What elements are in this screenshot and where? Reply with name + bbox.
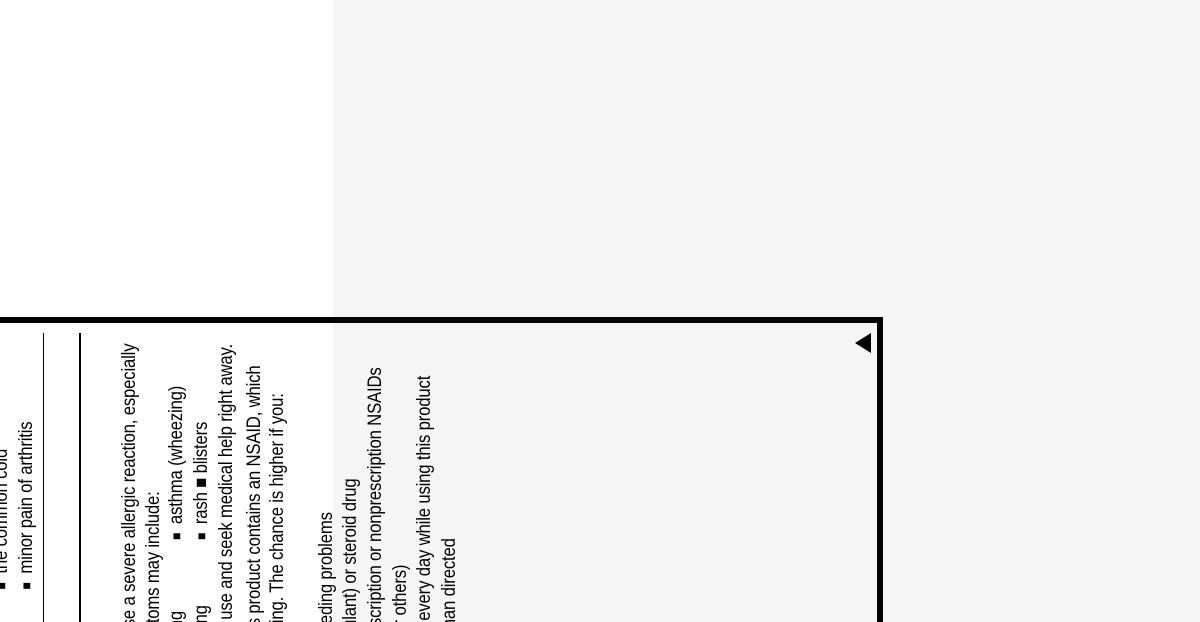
allergy-tail: If an allergic reaction occurs, stop use… <box>215 333 239 622</box>
rotated-label: Drug Facts Active ingredient (in each ca… <box>0 0 333 622</box>
list-item: take other drugs containing prescription… <box>364 333 413 622</box>
uses-col-1: toothachemenstrual crampsmuscular aches <box>0 611 39 622</box>
symptoms-col-3: asthma (wheezing)rash ■ blisters <box>165 333 214 540</box>
uses-fever-list: temporarily reduces fever <box>48 333 73 622</box>
list-item: rash ■ blisters <box>190 333 215 540</box>
uses-col-2: headachebackachethe common coldminor pai… <box>0 333 39 589</box>
list-item: skin reddening <box>190 552 215 622</box>
stomach-warning: Stomach bleeding warning: This product c… <box>243 333 291 622</box>
list-item: are age 60 or older <box>290 333 315 622</box>
symptoms-columns: hivesshock facial swellingskin reddening… <box>165 333 214 622</box>
list-item: have had stomach ulcers or bleeding prob… <box>315 333 340 622</box>
uses-fever: temporarily reduces fever <box>48 333 73 622</box>
uses-columns: toothachemenstrual crampsmuscular aches … <box>0 333 39 622</box>
hairline <box>43 333 44 622</box>
symptoms-col-2: facial swellingskin reddening <box>165 552 214 622</box>
divider <box>79 333 81 622</box>
list-item: muscular aches <box>0 611 15 622</box>
stomach-text: This product contains an NSAID, which ma… <box>244 365 289 622</box>
list-item: take a blood thinning (anticoagulant) or… <box>339 333 364 622</box>
allergy-alert: Allergy alert: Ibuprofen may cause a sev… <box>118 333 166 622</box>
warnings-heading: Warnings <box>87 376 118 622</box>
list-item: have 3 or more alcoholic drinks every da… <box>413 333 438 622</box>
stomach-list: are age 60 or olderhave had stomach ulce… <box>290 333 463 622</box>
list-item: minor pain of arthritis <box>15 333 40 589</box>
continue-triangle-icon <box>855 333 871 353</box>
list-item: asthma (wheezing) <box>165 333 190 540</box>
list-item: the common cold <box>0 333 15 589</box>
list-item: facial swelling <box>165 552 190 622</box>
viewport: Drug Facts Active ingredient (in each ca… <box>0 0 1200 622</box>
drug-facts-panel: Drug Facts Active ingredient (in each ca… <box>0 317 883 622</box>
list-item: take more or for a longer time than dire… <box>438 333 463 622</box>
allergy-text: Ibuprofen may cause a severe allergic re… <box>119 344 164 622</box>
